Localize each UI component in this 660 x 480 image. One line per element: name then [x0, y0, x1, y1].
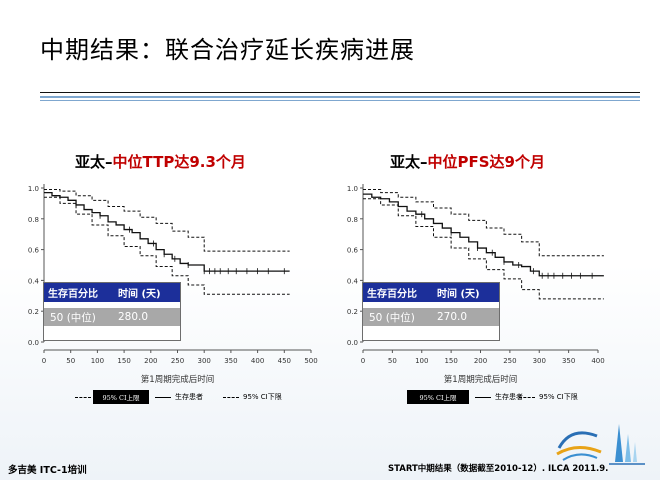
x-tick-label: 150	[117, 357, 130, 365]
median-table-ttp: 生存百分比 时间 (天) 50 (中位) 280.0	[43, 282, 181, 341]
x-tick-label: 450	[278, 357, 291, 365]
page-title: 中期结果：联合治疗延长疾病进展	[40, 36, 415, 64]
chart-legend-pfs: 95% CI上限 生存患者 95% CI下限	[395, 390, 625, 404]
legend-survivors: 生存患者	[175, 393, 203, 401]
footer-course: 多吉美 ITC-1培训	[8, 465, 87, 476]
divider-line-blue	[40, 96, 640, 98]
x-tick-label: 200	[144, 357, 157, 365]
median-table-row: 50 (中位) 270.0	[363, 308, 499, 326]
y-tick-label: 0.8	[347, 216, 358, 224]
ci-bound-curve	[363, 189, 604, 257]
x-tick-label: 350	[224, 357, 237, 365]
y-tick-label: 0.8	[28, 216, 39, 224]
ilca-logo	[556, 424, 645, 465]
ci-bound-curve	[44, 196, 290, 295]
x-tick-label: 400	[251, 357, 264, 365]
table-tail	[44, 326, 180, 340]
x-tick-label: 50	[388, 357, 397, 365]
table-gap	[363, 302, 499, 308]
table-tail	[363, 326, 499, 340]
legend-lower-ci-item: 95% CI下限	[519, 390, 578, 404]
median-row-value: 270.0	[437, 311, 468, 323]
legend-upper-ci: 95% CI上限	[407, 390, 469, 404]
ci-bound-curve	[44, 189, 290, 252]
y-tick-label: 0.6	[28, 247, 40, 255]
y-tick-label: 1.0	[28, 185, 39, 193]
legend-upper-ci: 95% CI上限	[93, 390, 149, 404]
median-row-label: 50 (中位)	[369, 311, 415, 324]
table-gap	[44, 302, 180, 308]
panel-heading-metric: 中位PFS达9个月	[427, 153, 545, 171]
y-tick-label: 0.6	[347, 247, 359, 255]
survival-curve	[44, 191, 290, 272]
panel-heading-pfs: 亚太–中位PFS达9个月	[390, 151, 545, 172]
title-divider	[40, 90, 640, 104]
y-tick-label: 0.2	[28, 308, 39, 316]
median-table-col2-header: 时间 (天)	[437, 289, 480, 300]
x-tick-label: 500	[304, 357, 317, 365]
x-tick-label: 250	[503, 357, 516, 365]
x-tick-label: 300	[198, 357, 211, 365]
median-row-label: 50 (中位)	[50, 311, 96, 324]
x-axis-title: 第1周期完成后时间	[141, 374, 214, 385]
y-tick-label: 0.2	[347, 308, 358, 316]
legend-lower-ci: 95% CI下限	[539, 393, 578, 401]
ci-bound-curve	[363, 198, 604, 300]
x-tick-label: 100	[91, 357, 104, 365]
y-tick-label: 1.0	[347, 185, 358, 193]
median-table-pfs: 生存百分比 时间 (天) 50 (中位) 270.0	[362, 282, 500, 341]
km-chart-pfs: 0.0 0.2 0.4 0.6 0.8 1.0 0 50 100 150 200 250 300 350 4…	[347, 184, 605, 385]
x-tick-label: 150	[444, 357, 457, 365]
y-tick-label: 0.0	[347, 339, 358, 347]
median-table-row: 50 (中位) 280.0	[44, 308, 180, 326]
panel-heading-prefix: 亚太–	[390, 153, 428, 171]
median-table-col1-header: 生存百分比	[48, 289, 98, 300]
chart-legend-ttp: 95% CI上限 生存患者 95% CI下限	[75, 390, 305, 404]
panel-heading-prefix: 亚太–	[75, 153, 113, 171]
x-tick-label: 0	[361, 357, 365, 365]
x-tick-label: 200	[474, 357, 487, 365]
median-table-header: 生存百分比 时间 (天)	[44, 283, 180, 302]
y-tick-label: 0.4	[28, 277, 40, 285]
legend-lower-ci-item: 95% CI下限	[223, 390, 282, 404]
median-table-col1-header: 生存百分比	[367, 289, 417, 300]
x-tick-label: 400	[591, 357, 604, 365]
x-tick-label: 100	[415, 357, 428, 365]
median-table-col2-header: 时间 (天)	[118, 289, 161, 300]
y-tick-label: 0.4	[347, 277, 359, 285]
x-tick-label: 300	[533, 357, 546, 365]
x-tick-label: 350	[562, 357, 575, 365]
y-tick-label: 0.0	[28, 339, 39, 347]
survival-curve	[363, 193, 604, 277]
x-tick-label: 0	[42, 357, 46, 365]
legend-survivors-item: 生存患者	[475, 390, 523, 404]
divider-line-blue-thin	[40, 100, 640, 101]
legend-dash-lead	[75, 390, 95, 404]
median-table-header: 生存百分比 时间 (天)	[363, 283, 499, 302]
km-chart-ttp: 0.0 0.2 0.4 0.6 0.8 1.0 0 50 100 150 200 250 300 350 4…	[28, 184, 318, 385]
x-tick-label: 50	[66, 357, 75, 365]
x-axis-title: 第1周期完成后时间	[444, 374, 517, 385]
panel-heading-ttp: 亚太–中位TTP达9.3个月	[75, 151, 246, 172]
divider-line-dark	[40, 92, 640, 93]
footer-citation: START中期结果（数据截至2010-12）. ILCA 2011.9.	[388, 464, 609, 474]
legend-survivors: 生存患者	[495, 393, 523, 401]
panel-heading-metric: 中位TTP达9.3个月	[112, 153, 246, 171]
legend-survivors-item: 生存患者	[155, 390, 203, 404]
x-tick-label: 250	[171, 357, 184, 365]
legend-lower-ci: 95% CI下限	[243, 393, 282, 401]
median-row-value: 280.0	[118, 311, 149, 323]
